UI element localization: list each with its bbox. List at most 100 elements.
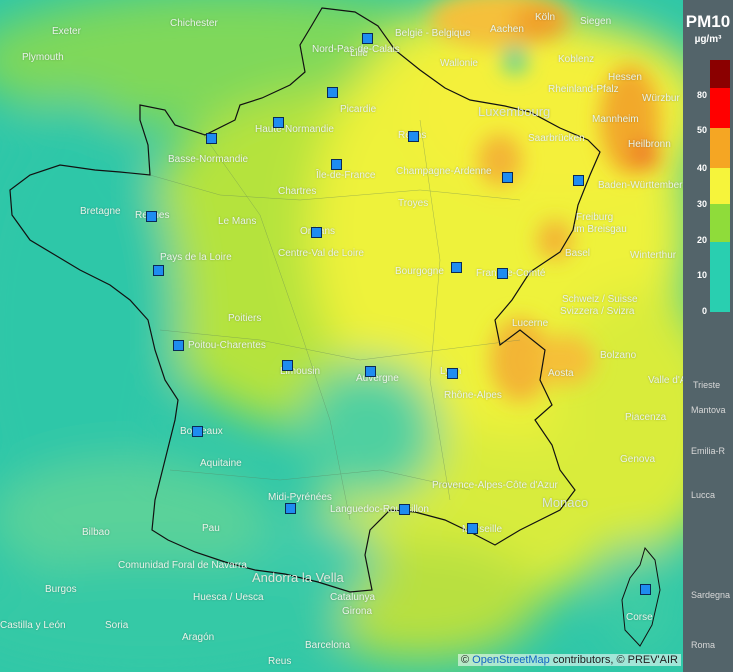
label-reus: Reus [268, 656, 292, 667]
label-iledefrance: Île-de-France [316, 170, 376, 181]
station-marker[interactable] [447, 368, 458, 379]
side-city-label: Sardegna [691, 590, 731, 600]
legend-swatch-40-50 [710, 128, 730, 168]
station-marker[interactable] [206, 133, 217, 144]
legend-title: PM10 [685, 12, 731, 31]
label-burgos: Burgos [45, 584, 77, 595]
label-rhone: Rhône-Alpes [444, 390, 502, 401]
station-marker[interactable] [399, 504, 410, 515]
label-piacenza: Piacenza [625, 412, 667, 423]
label-basse: Basse-Normandie [168, 154, 249, 165]
label-aquitaine: Aquitaine [200, 458, 242, 469]
label-champagne: Champagne-Ardenne [396, 166, 492, 177]
side-city-label: Lucca [691, 490, 716, 500]
label-marseille: Marseille [462, 524, 503, 535]
station-marker[interactable] [362, 33, 373, 44]
label-pau: Pau [202, 523, 220, 534]
label-rheinland: Rheinland-Pfalz [548, 84, 619, 95]
legend-tick-10: 10 [696, 270, 707, 280]
pollution-heatmap [0, 0, 683, 672]
label-huesca: Huesca / Uesca [193, 592, 264, 603]
station-marker[interactable] [451, 262, 462, 273]
station-marker[interactable] [282, 360, 293, 371]
station-marker[interactable] [273, 117, 284, 128]
openstreetmap-link[interactable]: OpenStreetMap [472, 654, 550, 666]
station-marker[interactable] [408, 131, 419, 142]
side-city-label: Roma [691, 640, 716, 650]
label-chartres: Chartres [278, 186, 317, 197]
side-city-label: Trieste [693, 380, 721, 390]
label-svizzera: Svizzera / Svizra [560, 306, 635, 317]
label-andorra: Andorra la Vella [252, 570, 344, 585]
label-winterthur: Winterthur [630, 250, 677, 261]
station-marker[interactable] [467, 523, 478, 534]
pm10-legend: PM10 µg/m³ 80 50 40 30 20 10 0 Trieste M… [683, 0, 733, 672]
label-exeter: Exeter [52, 26, 81, 37]
label-luxembourg: Luxembourg [478, 104, 551, 119]
legend-unit: µg/m³ [694, 34, 722, 45]
station-marker[interactable] [331, 159, 342, 170]
label-breisgau: im Breisgau [574, 224, 627, 235]
label-siegen: Siegen [580, 16, 612, 27]
station-marker[interactable] [497, 268, 508, 279]
label-catalunya: Catalunya [330, 592, 376, 603]
label-navarra: Comunidad Foral de Navarra [118, 560, 247, 571]
label-midi: Midi-Pyrénées [268, 492, 332, 503]
station-marker[interactable] [285, 503, 296, 514]
legend-tick-0: 0 [701, 306, 707, 316]
label-languedoc: Languedoc-Roussillon [330, 504, 429, 515]
label-saarbrucken: Saarbrücken [528, 133, 585, 144]
station-marker[interactable] [192, 426, 203, 437]
station-marker[interactable] [365, 366, 376, 377]
label-freiburg: Freiburg [576, 212, 614, 223]
label-bretagne: Bretagne [80, 206, 121, 217]
label-chichester: Chichester [170, 18, 218, 29]
label-lucerne: Lucerne [512, 318, 549, 329]
label-barcelona: Barcelona [305, 640, 351, 651]
label-aachen: Aachen [490, 24, 524, 35]
side-city-label: Emilia-R [691, 446, 726, 456]
station-marker[interactable] [173, 340, 184, 351]
legend-swatch-0-20 [710, 242, 730, 312]
legend-tick-40: 40 [696, 163, 707, 173]
legend-tick-30: 30 [696, 199, 707, 209]
legend-tick-80: 80 [696, 90, 707, 100]
label-centre: Centre-Val de Loire [278, 248, 364, 259]
label-koln: Köln [535, 12, 556, 23]
label-paysloire: Pays de la Loire [160, 252, 232, 263]
label-mannheim: Mannheim [592, 114, 639, 125]
label-aragon: Aragón [182, 632, 215, 643]
station-marker[interactable] [573, 175, 584, 186]
legend-tick-20: 20 [696, 235, 707, 245]
station-marker[interactable] [502, 172, 513, 183]
label-franchecomte: Franche-Comté [476, 268, 546, 279]
station-marker[interactable] [311, 227, 322, 238]
station-marker[interactable] [640, 584, 651, 595]
label-genova: Genova [620, 454, 656, 465]
label-wallonie: Wallonie [440, 58, 478, 69]
label-limousin: Limousin [280, 366, 321, 377]
label-lille: Lille [350, 48, 368, 59]
label-basel: Basel [565, 248, 591, 259]
station-marker[interactable] [153, 265, 164, 276]
label-bolzano: Bolzano [600, 350, 637, 361]
label-aosta: Aosta [548, 368, 574, 379]
label-belgie: België - Belgique [395, 28, 471, 39]
label-poitiers: Poitiers [228, 313, 262, 324]
label-poitou: Poitou-Charentes [188, 340, 266, 351]
station-marker[interactable] [146, 211, 157, 222]
legend-swatch-50-80 [710, 88, 730, 128]
label-auvergne: Auvergne [356, 373, 399, 384]
attribution-suffix: contributors, © PREV'AIR [552, 654, 678, 666]
label-bourgogne: Bourgogne [395, 266, 444, 277]
label-koblenz: Koblenz [558, 54, 595, 65]
station-marker[interactable] [327, 87, 338, 98]
label-bade: Baden-Württemberg [598, 180, 689, 191]
label-plymouth: Plymouth [22, 52, 64, 63]
legend-swatch-80plus [710, 60, 730, 88]
label-leon: Castilla y León [0, 620, 66, 631]
label-schweiz: Schweiz / Suisse [562, 294, 638, 305]
label-girona: Girona [342, 606, 373, 617]
side-city-label: Mantova [691, 405, 726, 415]
